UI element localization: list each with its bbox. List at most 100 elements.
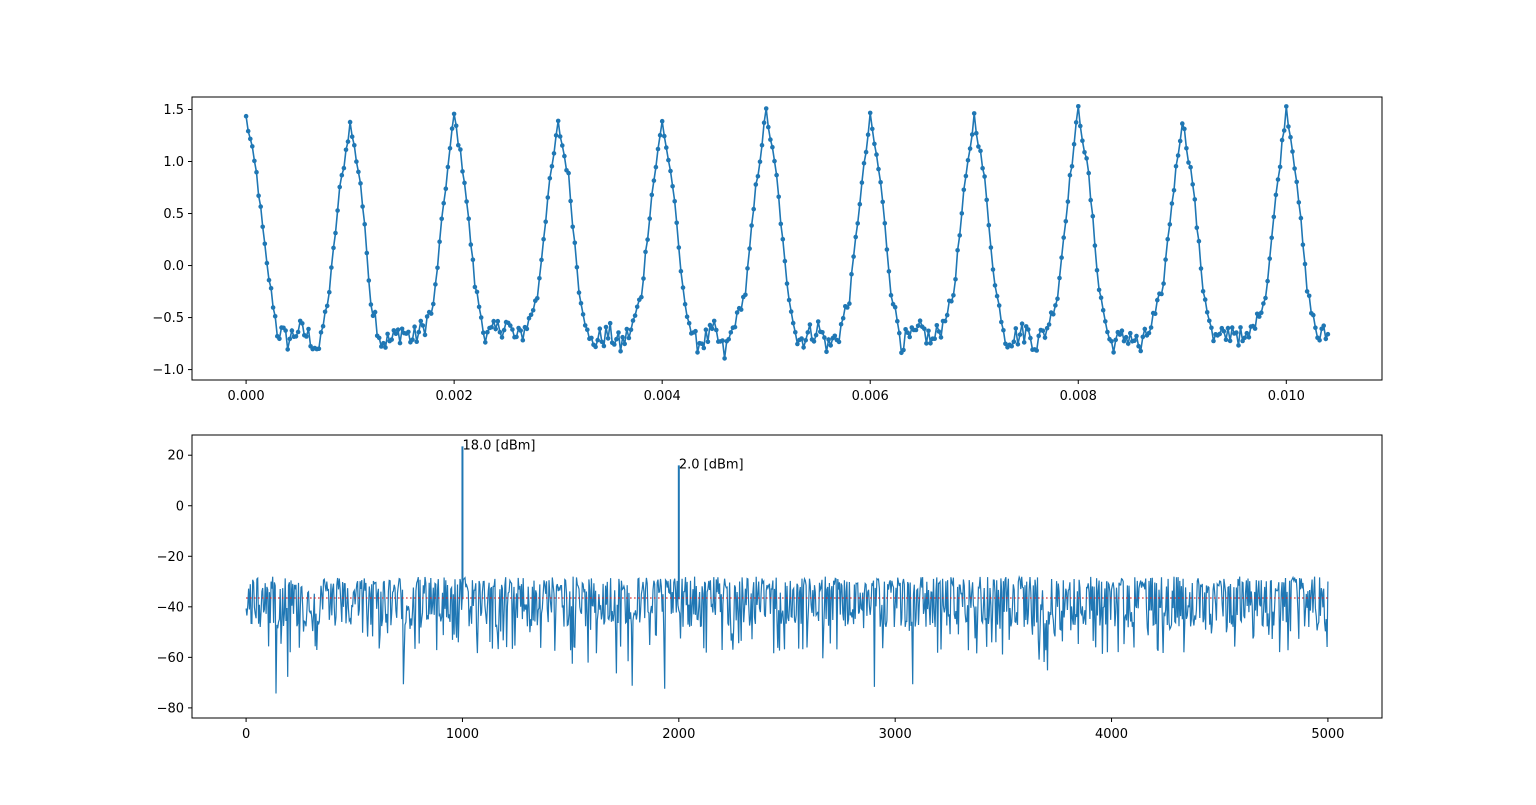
waveform-point — [489, 325, 494, 330]
waveform-point — [439, 216, 445, 222]
waveform-point — [364, 250, 370, 256]
waveform-point — [942, 318, 948, 324]
waveform-point — [957, 233, 962, 238]
time-plot-x-tick-label: 0.002 — [436, 389, 473, 404]
waveform-point — [595, 337, 600, 343]
waveform-point — [1015, 342, 1021, 347]
waveform-point — [1169, 201, 1175, 206]
waveform-point — [410, 337, 415, 343]
waveform-point — [776, 194, 781, 200]
spectrum-plot-x-tick-label: 4000 — [1095, 727, 1128, 742]
waveform-point — [248, 136, 253, 142]
waveform-point — [901, 347, 906, 353]
waveform-point — [857, 201, 863, 207]
waveform-point — [1292, 166, 1297, 171]
waveform-point — [268, 286, 274, 291]
waveform-point — [1234, 330, 1239, 335]
spectrum-plot-x-tick-label: 1000 — [446, 727, 479, 742]
waveform-point — [526, 315, 532, 321]
waveform-point — [1080, 138, 1085, 143]
waveform-point — [580, 312, 586, 317]
waveform-point — [1223, 337, 1229, 343]
waveform-point — [352, 143, 357, 148]
waveform-point — [738, 307, 744, 312]
waveform-point — [634, 304, 640, 310]
spectrum-plot-x-tick-label: 5000 — [1311, 727, 1344, 742]
waveform-point — [1200, 289, 1206, 294]
waveform-point — [651, 178, 657, 183]
waveform-point — [1196, 238, 1202, 244]
waveform-point — [501, 327, 507, 333]
waveform-point — [258, 204, 264, 209]
waveform-point — [978, 148, 983, 154]
waveform-point — [514, 334, 519, 340]
waveform-point — [657, 132, 663, 138]
spectrum-plot-ticks: 0 1000 2000 3000 4000 5000 −80 −60 −40 −20 0 20 — [157, 449, 1345, 742]
waveform-point — [437, 239, 442, 244]
waveform-point — [1298, 215, 1304, 221]
waveform-point — [483, 340, 488, 345]
waveform-point — [763, 106, 769, 111]
waveform-point — [786, 297, 792, 303]
waveform-point — [757, 159, 763, 164]
waveform-point — [1088, 197, 1093, 203]
waveform-point — [1098, 295, 1104, 301]
waveform-point — [892, 304, 898, 310]
waveform-point — [582, 323, 588, 328]
waveform-point — [1192, 197, 1198, 202]
waveform-point — [304, 334, 309, 339]
waveform-point — [874, 152, 879, 157]
waveform-point — [938, 335, 944, 340]
waveform-point — [272, 314, 278, 319]
waveform-point — [497, 329, 503, 335]
waveform-point — [614, 336, 619, 342]
waveform-point — [926, 328, 931, 334]
peak-1-annotation: 18.0 [dBm] — [462, 438, 535, 453]
waveform-point — [412, 324, 417, 330]
waveform-point — [676, 245, 682, 250]
waveform-point — [1071, 141, 1077, 147]
waveform-point — [897, 330, 902, 336]
waveform-point — [976, 144, 981, 149]
waveform-point — [1271, 214, 1277, 220]
waveform-point — [1186, 160, 1191, 165]
waveform-point — [780, 236, 786, 242]
waveform-point — [686, 320, 692, 326]
waveform-point — [389, 337, 395, 342]
waveform-point — [1202, 297, 1208, 302]
waveform-point — [1211, 338, 1216, 344]
waveform-point — [1044, 325, 1050, 331]
waveform-point — [1092, 243, 1098, 248]
waveform-point — [495, 318, 501, 324]
time-plot-y-tick-label: 0.5 — [163, 207, 184, 222]
waveform-point — [1065, 199, 1071, 204]
waveform-point — [1246, 335, 1252, 340]
waveform-point — [1177, 138, 1183, 144]
waveform-point — [726, 337, 731, 342]
waveform-point — [354, 159, 359, 164]
waveform-point — [1084, 156, 1089, 161]
waveform-point — [343, 147, 349, 153]
time-plot-x-tick-label: 0.000 — [227, 389, 264, 404]
waveform-point — [1198, 266, 1204, 271]
waveform-point — [1046, 322, 1052, 327]
waveform-point — [622, 341, 627, 347]
waveform-point — [481, 330, 486, 336]
waveform-point — [530, 308, 536, 313]
waveform-point — [266, 277, 272, 283]
waveform-point — [720, 338, 725, 343]
waveform-point — [1073, 120, 1079, 125]
waveform-point — [922, 326, 927, 332]
waveform-point — [1227, 338, 1233, 344]
waveform-point — [928, 341, 933, 346]
waveform-point — [547, 176, 553, 181]
waveform-point — [593, 344, 598, 350]
waveform-point — [955, 248, 960, 253]
waveform-point — [772, 158, 777, 164]
waveform-point — [1136, 343, 1141, 349]
waveform-point — [1076, 104, 1081, 109]
waveform-point — [445, 164, 451, 170]
waveform-point — [1100, 307, 1106, 313]
waveform-point — [1069, 164, 1075, 169]
